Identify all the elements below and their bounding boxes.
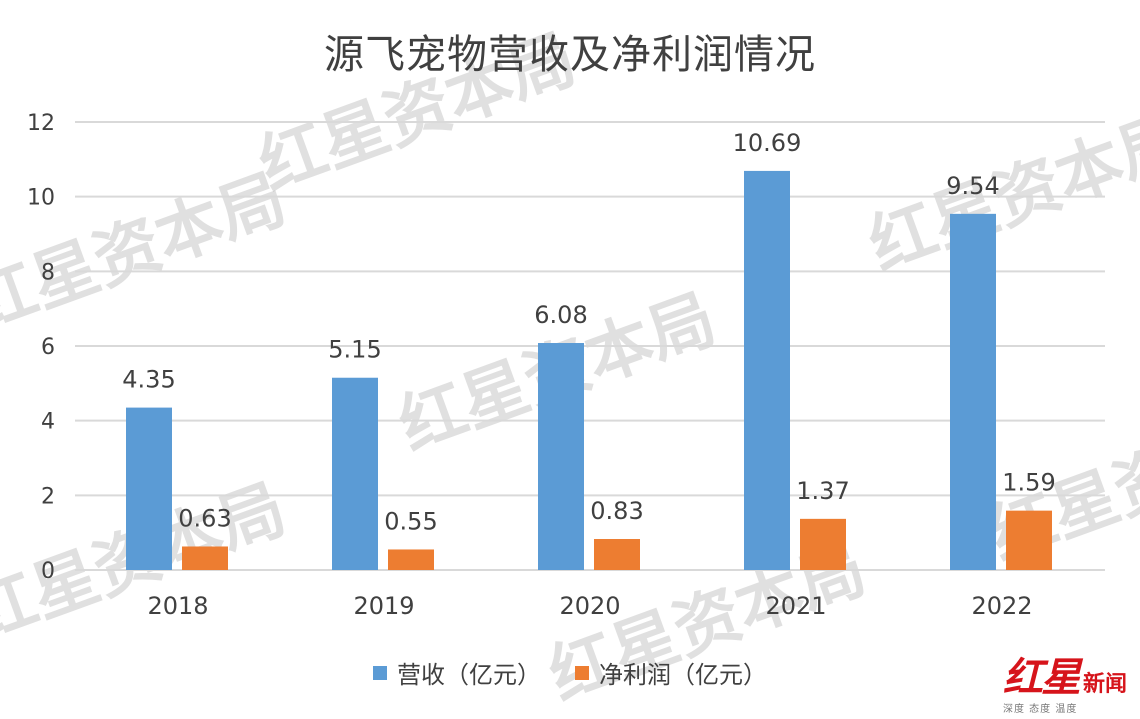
data-label-profit: 0.63 (178, 504, 231, 532)
bar-profit (1006, 510, 1052, 570)
x-tick-label: 2019 (353, 592, 414, 620)
legend-label-revenue: 营收（亿元） (397, 661, 541, 689)
y-tick-label: 2 (41, 484, 55, 509)
x-tick-label: 2020 (559, 592, 620, 620)
bar-revenue (538, 343, 584, 570)
y-tick-label: 4 (41, 410, 55, 435)
data-label-revenue: 5.15 (328, 336, 381, 364)
logo-brand-text: 红星 (1003, 654, 1081, 701)
logo-slogan: 深度 态度 温度 (1003, 704, 1078, 715)
x-tick-label: 2022 (971, 592, 1032, 620)
legend-item-revenue: 营收（亿元） (373, 655, 541, 690)
legend-label-profit: 净利润（亿元） (599, 661, 767, 689)
bar-profit (594, 539, 640, 570)
bar-profit (388, 549, 434, 570)
chart-title: 源飞宠物营收及净利润情况 (324, 32, 816, 78)
data-label-profit: 1.37 (796, 477, 849, 505)
brand-logo: 红星 新闻 深度 态度 温度 (1003, 658, 1131, 716)
legend-swatch-profit (575, 665, 589, 680)
logo-wordmark: 红星 新闻 (1003, 658, 1131, 698)
data-label-revenue: 10.69 (733, 129, 802, 157)
bar-profit (182, 546, 228, 570)
logo-news-text: 新闻 (1083, 671, 1128, 697)
data-label-revenue: 9.54 (946, 172, 999, 200)
legend-swatch-revenue (373, 665, 387, 680)
data-label-revenue: 4.35 (122, 366, 175, 394)
bar-profit (800, 518, 846, 570)
y-tick-label: 10 (27, 186, 55, 211)
bar-revenue (744, 170, 790, 570)
x-tick-label: 2018 (147, 592, 208, 620)
y-tick-label: 0 (41, 559, 55, 584)
legend-item-profit: 净利润（亿元） (575, 655, 767, 690)
data-label-profit: 0.55 (384, 507, 437, 535)
gridlines (75, 121, 1105, 571)
y-tick-label: 6 (41, 335, 55, 360)
bar-revenue (950, 213, 996, 570)
data-label-revenue: 6.08 (534, 301, 587, 329)
bar-revenue (126, 407, 172, 570)
y-axis: 0 2 4 6 8 10 12 (27, 111, 55, 584)
legend: 营收（亿元） 净利润（亿元） (0, 655, 1140, 690)
x-tick-label: 2021 (765, 592, 826, 620)
x-axis: 2018 2019 2020 2021 2022 (147, 592, 1032, 620)
data-label-profit: 0.83 (590, 497, 643, 525)
y-tick-label: 12 (27, 111, 55, 136)
data-label-profit: 1.59 (1002, 469, 1055, 497)
bars: 4.35 0.63 5.15 0.55 6.08 0.83 10.69 1.37 9.54 1.5… (122, 129, 1056, 570)
y-tick-label: 8 (41, 260, 55, 285)
bar-revenue (332, 377, 378, 570)
